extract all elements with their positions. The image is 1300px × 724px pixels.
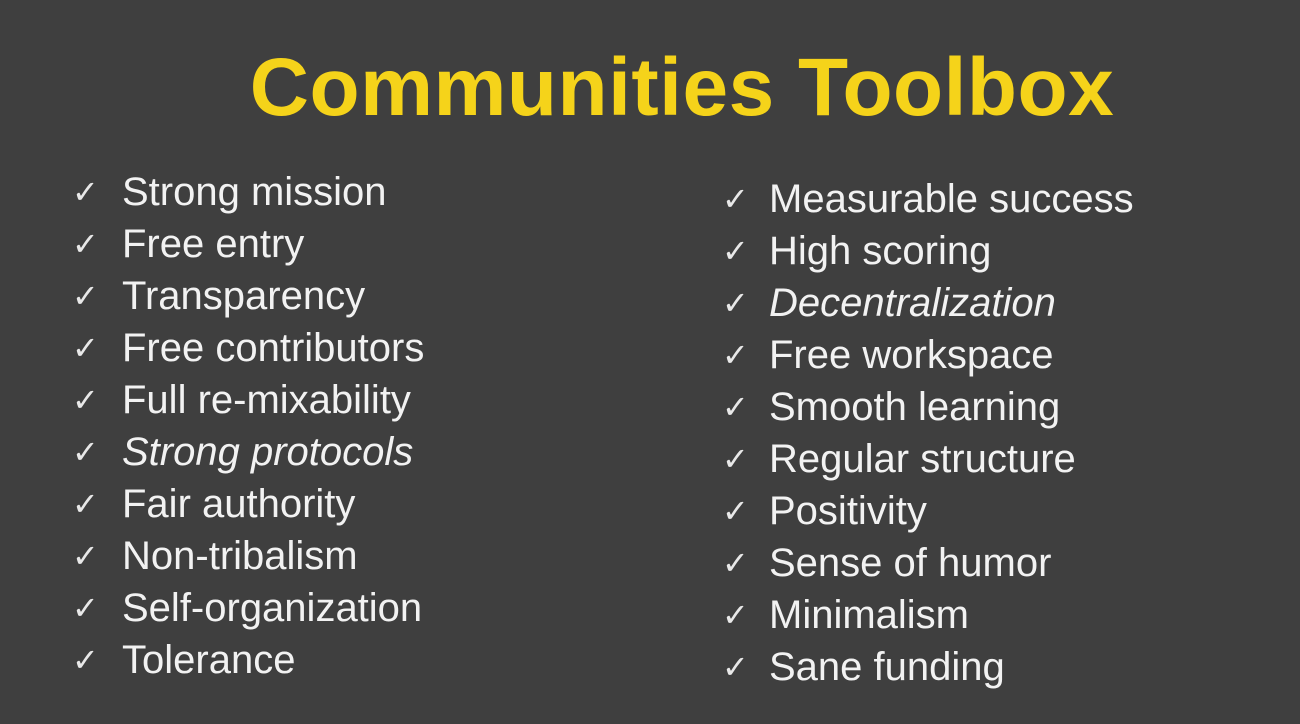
- checklist-item: ✓ Sense of humor: [722, 537, 1134, 589]
- checklist-item-label: Free contributors: [122, 326, 425, 370]
- check-icon: ✓: [722, 388, 749, 426]
- check-icon: ✓: [722, 648, 749, 686]
- checklist-item-label: Free workspace: [769, 333, 1054, 377]
- checklist-item-label: Self-organization: [122, 586, 423, 630]
- check-icon: ✓: [72, 485, 99, 523]
- checklist-item: ✓ High scoring: [722, 225, 1134, 277]
- checklist-item: ✓ Strong mission: [72, 166, 424, 218]
- checklist-item: ✓ Self-organization: [72, 582, 424, 634]
- checklist-item: ✓ Non-tribalism: [72, 530, 424, 582]
- check-icon: ✓: [722, 336, 749, 374]
- check-icon: ✓: [72, 641, 99, 679]
- checklist-item-label: Fair authority: [122, 482, 356, 526]
- checklist-item-label: Full re-mixability: [122, 378, 411, 422]
- checklist-item: ✓ Smooth learning: [722, 381, 1134, 433]
- checklist-item-label: Strong mission: [122, 170, 387, 214]
- checklist-item: ✓ Sane funding: [722, 641, 1134, 693]
- slide-title: Communities Toolbox: [249, 42, 1115, 133]
- checklist-item-label: Regular structure: [769, 437, 1076, 481]
- check-icon: ✓: [722, 284, 749, 322]
- check-icon: ✓: [72, 589, 99, 627]
- check-icon: ✓: [72, 329, 99, 367]
- check-icon: ✓: [722, 596, 749, 634]
- checklist-item: ✓ Tolerance: [72, 634, 424, 686]
- check-icon: ✓: [72, 225, 99, 263]
- check-icon: ✓: [722, 440, 749, 478]
- checklist-item: ✓ Transparency: [72, 270, 424, 322]
- checklist-item-label: Free entry: [122, 222, 305, 266]
- checklist-item: ✓ Free entry: [72, 218, 424, 270]
- checklist-item-label: Minimalism: [769, 593, 969, 637]
- check-icon: ✓: [72, 381, 99, 419]
- checklist-item: ✓ Minimalism: [722, 589, 1134, 641]
- checklist-item-label: Sane funding: [769, 645, 1005, 689]
- checklist-item: ✓ Regular structure: [722, 433, 1134, 485]
- left-checklist: ✓ Strong mission ✓ Free entry ✓ Transparenc…: [72, 166, 424, 686]
- checklist-item-label: Smooth learning: [769, 385, 1061, 429]
- checklist-item: ✓ Strong protocols: [72, 426, 424, 478]
- checklist-item: ✓ Measurable success: [722, 173, 1134, 225]
- checklist-item-label: Measurable success: [769, 177, 1134, 221]
- check-icon: ✓: [72, 433, 99, 471]
- check-icon: ✓: [722, 544, 749, 582]
- check-icon: ✓: [72, 173, 99, 211]
- checklist-item-label: Tolerance: [122, 638, 296, 682]
- check-icon: ✓: [722, 180, 749, 218]
- checklist-item: ✓ Free contributors: [72, 322, 424, 374]
- checklist-item-label: High scoring: [769, 229, 992, 273]
- check-icon: ✓: [722, 232, 749, 270]
- checklist-item: ✓ Full re-mixability: [72, 374, 424, 426]
- checklist-item: ✓ Decentralization: [722, 277, 1134, 329]
- check-icon: ✓: [722, 492, 749, 530]
- right-checklist: ✓ Measurable success ✓ High scoring ✓ Decen…: [722, 173, 1134, 693]
- checklist-item-label: Sense of humor: [769, 541, 1052, 585]
- checklist-item: ✓ Fair authority: [72, 478, 424, 530]
- checklist-item: ✓ Free workspace: [722, 329, 1134, 381]
- checklist-item-label: Transparency: [122, 274, 366, 318]
- checklist-item: ✓ Positivity: [722, 485, 1134, 537]
- checklist-item-label: Strong protocols: [122, 430, 414, 474]
- checklist-item-label: Positivity: [769, 489, 927, 533]
- checklist-item-label: Decentralization: [769, 281, 1056, 325]
- check-icon: ✓: [72, 537, 99, 575]
- check-icon: ✓: [72, 277, 99, 315]
- checklist-item-label: Non-tribalism: [122, 534, 358, 578]
